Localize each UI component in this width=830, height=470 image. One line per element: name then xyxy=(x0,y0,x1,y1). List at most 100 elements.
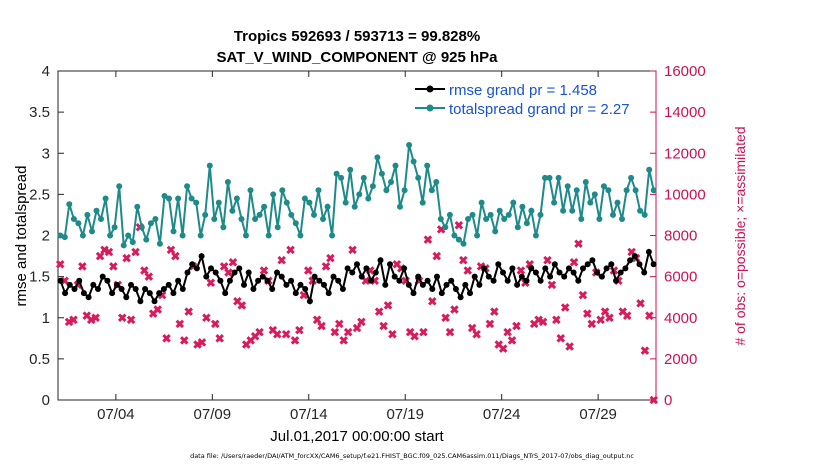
totalspread-point xyxy=(487,211,494,218)
totalspread-point xyxy=(84,211,91,218)
rmse-point xyxy=(518,273,525,280)
rmse-point xyxy=(537,277,544,284)
totalspread-line xyxy=(59,144,655,246)
rmse-point xyxy=(269,286,276,292)
totalspread-point xyxy=(129,239,136,246)
totalspread-point xyxy=(433,179,440,185)
rmse-point xyxy=(523,277,530,284)
obs-assimilated-point xyxy=(565,342,574,351)
obs-assimilated-point xyxy=(463,266,473,275)
totalspread-point xyxy=(510,199,517,206)
totalspread-point xyxy=(374,154,381,161)
totalspread-point xyxy=(646,166,653,173)
totalspread-point xyxy=(569,207,576,214)
rmse-point xyxy=(382,281,389,288)
totalspread-point xyxy=(360,174,367,181)
obs-assimilated-point xyxy=(69,315,78,325)
obs-assimilated-point xyxy=(126,315,136,325)
rmse-point xyxy=(264,277,271,284)
totalspread-point xyxy=(256,211,263,218)
x-axis-label: Jul.01,2017 00:00:00 start xyxy=(270,428,444,445)
totalspread-point xyxy=(469,211,476,218)
rmse-point xyxy=(66,281,73,288)
obs-assimilated-point xyxy=(454,220,464,230)
totalspread-point xyxy=(587,199,594,206)
obs-assimilated-point xyxy=(326,253,335,263)
totalspread-point xyxy=(365,195,372,202)
totalspread-point xyxy=(496,207,503,214)
obs-assimilated-point xyxy=(645,311,654,320)
totalspread-point xyxy=(342,199,349,206)
rmse-point xyxy=(76,277,83,284)
totalspread-point xyxy=(641,211,648,218)
totalspread-point xyxy=(89,228,95,235)
obs-assimilated-point xyxy=(374,307,384,316)
rmse-point xyxy=(467,290,473,297)
totalspread-point xyxy=(274,224,281,231)
obs-assimilated-point xyxy=(91,313,100,323)
totalspread-point xyxy=(179,232,186,239)
rmse-point xyxy=(335,277,342,284)
rmse-point xyxy=(448,277,455,284)
totalspread-point xyxy=(306,199,313,206)
rmse-point xyxy=(617,269,624,276)
totalspread-point xyxy=(623,187,630,194)
obs-assimilated-point xyxy=(215,334,224,343)
totalspread-point xyxy=(446,211,453,218)
rmse-point xyxy=(311,273,318,280)
obs-assimilated-point xyxy=(649,395,659,405)
rmse-point xyxy=(490,277,497,284)
totalspread-point xyxy=(301,195,308,202)
obs-assimilated-point xyxy=(193,340,202,349)
totalspread-point xyxy=(70,216,77,222)
rmse-point xyxy=(245,269,252,276)
obs-assimilated-point xyxy=(273,329,282,339)
totalspread-point xyxy=(107,232,114,239)
rmse-point xyxy=(500,269,506,276)
rmse-point xyxy=(405,281,412,288)
rmse-point xyxy=(325,290,332,297)
rmse-point xyxy=(645,248,652,255)
totalspread-point xyxy=(619,216,625,222)
totalspread-point xyxy=(582,179,589,185)
rmse-point xyxy=(90,281,97,288)
rmse-point xyxy=(462,281,469,288)
totalspread-point xyxy=(156,240,163,247)
x-tick-label: 07/24 xyxy=(483,406,521,423)
totalspread-point xyxy=(519,203,526,210)
rmse-point xyxy=(57,277,64,284)
y-left-tick-label: 2 xyxy=(42,228,50,245)
rmse-point xyxy=(424,277,431,284)
rmse-point xyxy=(208,265,214,272)
obs-assimilated-point xyxy=(534,315,543,325)
rmse-point xyxy=(137,298,144,305)
totalspread-point xyxy=(424,162,431,169)
totalspread-point xyxy=(166,195,172,202)
rmse-point xyxy=(396,277,403,284)
totalspread-point xyxy=(505,211,512,218)
totalspread-point xyxy=(243,232,249,239)
obs-assimilated-point xyxy=(441,313,450,323)
totalspread-point xyxy=(206,162,213,169)
rmse-point xyxy=(184,269,191,276)
totalspread-point xyxy=(57,232,64,239)
rmse-point xyxy=(570,269,577,276)
totalspread-point xyxy=(270,191,277,198)
rmse-point xyxy=(561,273,568,280)
obs-assimilated-point xyxy=(574,239,583,248)
totalspread-point xyxy=(356,191,363,198)
rmse-point xyxy=(481,265,488,272)
rmse-point xyxy=(189,261,196,268)
obs-assimilated-point xyxy=(179,336,189,345)
totalspread-point xyxy=(220,224,227,231)
obs-assimilated-point xyxy=(304,266,313,275)
obs-assimilated-point xyxy=(490,307,499,316)
totalspread-point xyxy=(324,203,331,210)
rmse-point xyxy=(542,265,549,272)
rmse-point xyxy=(443,281,450,288)
rmse-point xyxy=(650,261,657,268)
obs-assimilated-point xyxy=(578,290,588,300)
totalspread-point xyxy=(392,162,399,169)
y-left-axis-ticks: 0 0.5 1 1.5 2 2.5 3 3.5 4 xyxy=(29,63,64,409)
